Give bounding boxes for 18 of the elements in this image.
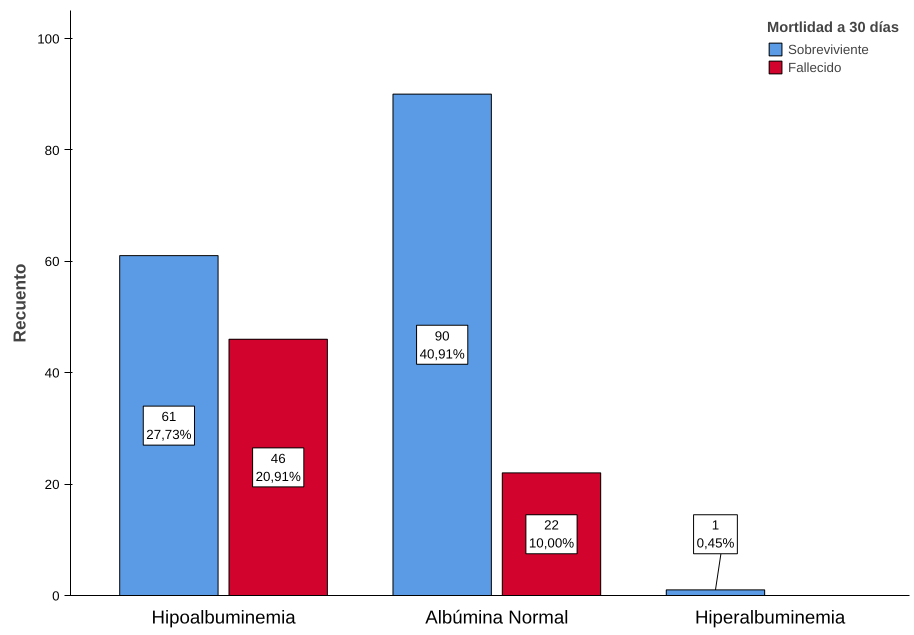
- legend-title: Mortlidad a 30 días: [767, 20, 899, 36]
- y-tick-label: 60: [44, 254, 60, 270]
- x-tick-label: Albúmina Normal: [425, 606, 568, 628]
- legend-label: Sobreviviente: [788, 42, 869, 56]
- data-label: 61 27,73%: [146, 409, 192, 442]
- y-tick-label: 80: [44, 142, 60, 158]
- y-tick-label: 100: [37, 31, 60, 46]
- data-label: 1 0,45%: [696, 518, 735, 551]
- x-tick-label: Hipoalbuminemia: [151, 606, 296, 628]
- data-label: 46 20,91%: [256, 450, 301, 484]
- data-label: 22 10,00%: [528, 518, 574, 551]
- x-tick-label: Hiperalbuminemia: [694, 606, 846, 628]
- data-label: 90 40,91%: [420, 328, 465, 362]
- legend-label: Fallecido: [788, 60, 842, 74]
- y-tick-label: 0: [52, 588, 60, 604]
- y-tick-label: 20: [44, 477, 60, 492]
- y-tick-label: 40: [44, 366, 60, 381]
- y-axis-title: Recuento: [9, 264, 30, 342]
